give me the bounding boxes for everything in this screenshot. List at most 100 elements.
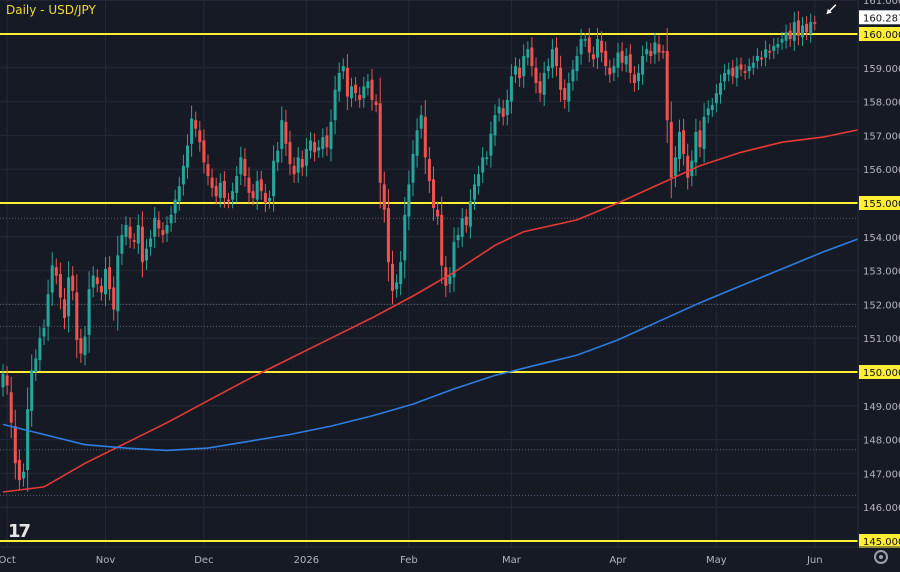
candle-body xyxy=(473,184,476,200)
y-tick-label: 152.000 xyxy=(863,300,900,311)
candle-body xyxy=(624,55,628,65)
candle-body xyxy=(706,108,710,116)
candle-body xyxy=(1,373,5,388)
candle-body xyxy=(423,116,427,158)
candle-body xyxy=(354,84,358,94)
candle-body xyxy=(747,66,751,72)
candle-body xyxy=(661,50,665,53)
x-tick-label: May xyxy=(706,555,727,566)
candle-body xyxy=(702,116,706,149)
candle-body xyxy=(255,181,259,200)
candle-body xyxy=(571,69,575,82)
y-tick-label: 157.000 xyxy=(863,131,900,142)
candle-body xyxy=(784,32,788,41)
candle-body xyxy=(567,83,571,102)
candle-body xyxy=(309,140,312,151)
candle-body xyxy=(596,39,599,58)
candle-body xyxy=(493,115,497,136)
candle-body xyxy=(13,426,17,464)
candle-body xyxy=(87,289,91,335)
candle-body xyxy=(173,199,177,214)
candle-body xyxy=(136,224,140,244)
y-tick-label: 148.000 xyxy=(863,436,900,447)
candle-body xyxy=(358,94,362,100)
candle-body xyxy=(391,263,394,291)
candle-body xyxy=(427,159,431,182)
x-tick-label: Dec xyxy=(194,555,213,566)
candle-body xyxy=(42,328,46,337)
candle-body xyxy=(407,184,411,217)
candle-body xyxy=(378,103,382,183)
candle-body xyxy=(714,93,718,104)
candle-body xyxy=(63,299,66,318)
candle-body xyxy=(284,121,288,144)
candle-body xyxy=(5,375,9,386)
candle-body xyxy=(690,160,694,176)
candle-body xyxy=(370,79,374,100)
candle-body xyxy=(9,392,13,423)
candle-body xyxy=(657,44,661,53)
x-tick-label: Oct xyxy=(0,555,16,566)
x-tick-label: Feb xyxy=(400,555,418,566)
candle-body xyxy=(222,181,226,198)
candle-body xyxy=(583,39,587,41)
candle-body xyxy=(128,226,132,239)
y-tick-label: 147.000 xyxy=(863,469,900,480)
candle-body xyxy=(723,72,727,82)
candle-body xyxy=(263,192,267,203)
candle-body xyxy=(497,106,501,114)
candle-body xyxy=(628,54,632,73)
y-tick-label: 151.000 xyxy=(863,334,900,345)
candle-body xyxy=(214,186,218,197)
x-tick-label: 2026 xyxy=(294,555,319,566)
candle-body xyxy=(95,277,99,285)
candle-body xyxy=(325,135,329,148)
candle-body xyxy=(616,52,620,68)
candle-body xyxy=(792,22,796,41)
candle-body xyxy=(58,273,62,298)
candle-body xyxy=(206,164,210,176)
candle-body xyxy=(34,358,38,372)
candle-body xyxy=(227,199,230,202)
candle-body xyxy=(460,218,464,237)
candle-body xyxy=(415,130,419,156)
candle-body xyxy=(534,67,538,84)
candle-body xyxy=(112,287,116,310)
candle-body xyxy=(362,86,366,99)
candle-body xyxy=(673,157,677,176)
candle-body xyxy=(38,338,42,361)
gear-icon[interactable] xyxy=(874,550,888,564)
candle-body xyxy=(350,86,353,99)
candle-body xyxy=(755,55,759,62)
current-price-badge xyxy=(859,10,900,25)
chart-title: Daily - USD/JPY xyxy=(6,3,96,17)
candle-body xyxy=(645,49,649,55)
candle-body xyxy=(772,45,776,51)
candle-body xyxy=(591,54,595,60)
y-tick-label: 158.000 xyxy=(863,98,900,109)
level-price-badge xyxy=(859,534,900,548)
candle-body xyxy=(448,275,452,285)
y-tick-label: 149.000 xyxy=(863,402,900,413)
candle-body xyxy=(649,50,653,56)
candle-body xyxy=(235,175,239,193)
candle-body xyxy=(698,130,702,148)
candle-body xyxy=(243,159,247,176)
candle-body xyxy=(71,275,75,291)
candle-body xyxy=(632,74,636,84)
candle-body xyxy=(780,39,784,43)
candle-body xyxy=(99,285,103,293)
x-tick-label: Jun xyxy=(806,555,823,566)
candle-body xyxy=(665,50,669,121)
candle-body xyxy=(30,370,34,411)
candle-body xyxy=(276,150,280,163)
candle-body xyxy=(550,49,554,68)
y-tick-label: 153.000 xyxy=(863,267,900,278)
candle-body xyxy=(181,165,185,185)
x-tick-label: Mar xyxy=(502,555,522,566)
candle-body xyxy=(710,104,714,111)
candle-body xyxy=(555,47,558,67)
candle-body xyxy=(329,121,333,149)
